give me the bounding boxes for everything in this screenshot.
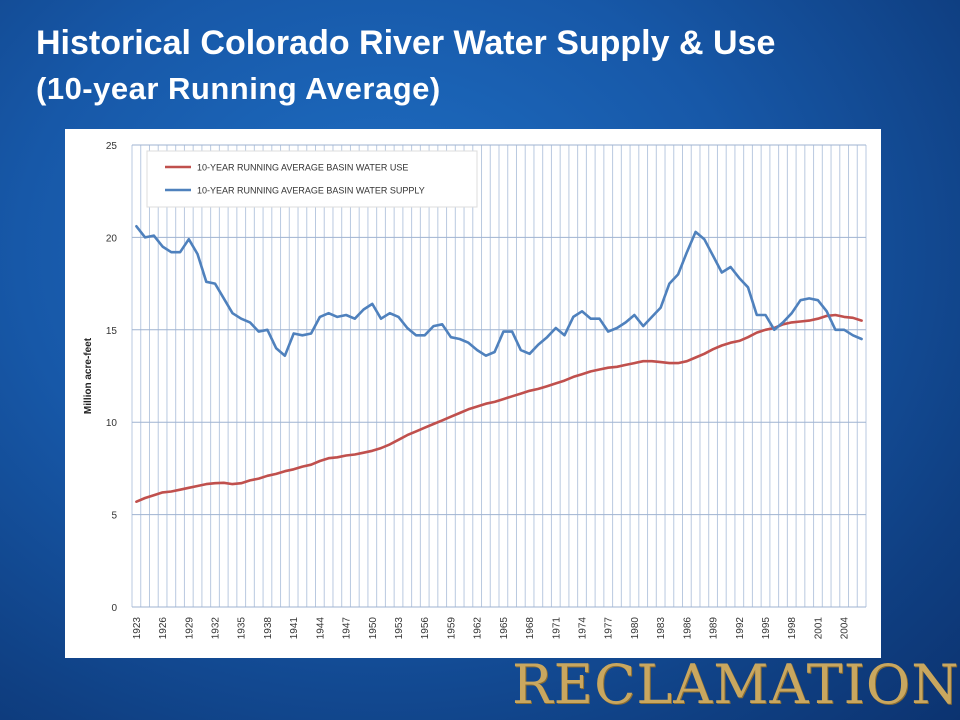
y-tick-label: 15 — [106, 326, 118, 337]
x-tick-labels: 1923 1926 1929 1932 1935 1938 1941 1944 1947 1950… — [132, 617, 851, 640]
x-tick-label: 1989 — [709, 617, 720, 640]
x-tick-label: 1956 — [420, 617, 431, 640]
x-tick-label: 1959 — [446, 617, 457, 640]
series-lines — [135, 225, 863, 504]
chart-panel: 0 5 10 15 20 25 1923 1926 1929 1932 1935 1938 1941 19… — [65, 129, 881, 658]
x-tick-label: 1935 — [237, 617, 248, 640]
legend-entry: 10-YEAR RUNNING AVERAGE BASIN WATER USE — [197, 163, 408, 173]
y-tick-label: 25 — [106, 141, 118, 152]
x-tick-label: 1980 — [630, 617, 641, 640]
reclamation-logo: RECLAMATION — [512, 653, 960, 716]
slide-title-line1: Historical Colorado River Water Supply &… — [36, 24, 776, 62]
x-tick-label: 1950 — [368, 617, 379, 640]
x-tick-label: 1938 — [263, 617, 274, 640]
x-tick-label: 2001 — [813, 617, 824, 640]
series-line-water-use — [135, 313, 863, 504]
x-tick-label: 1947 — [342, 617, 353, 640]
series-line-water-supply — [135, 225, 863, 357]
y-tick-label: 10 — [106, 418, 118, 429]
x-tick-label: 2004 — [840, 617, 851, 640]
y-tick-label: 0 — [111, 603, 117, 614]
slide-title-line2: (10-year Running Average) — [36, 71, 441, 106]
legend-box — [146, 150, 478, 208]
slide-title: Historical Colorado River Water Supply &… — [36, 20, 936, 112]
grid-lines — [131, 144, 867, 608]
x-tick-label: 1944 — [315, 617, 326, 640]
x-tick-label: 1998 — [787, 617, 798, 640]
legend: 10-YEAR RUNNING AVERAGE BASIN WATER USE 1… — [146, 150, 478, 208]
x-tick-label: 1974 — [578, 617, 589, 640]
y-tick-label: 20 — [106, 233, 118, 244]
legend-entry: 10-YEAR RUNNING AVERAGE BASIN WATER SUPP… — [197, 186, 425, 196]
x-tick-label: 1932 — [211, 617, 222, 640]
x-tick-label: 1995 — [761, 617, 772, 640]
x-tick-label: 1968 — [525, 617, 536, 640]
x-tick-label: 1986 — [682, 617, 693, 640]
x-tick-label: 1941 — [289, 617, 300, 640]
y-axis-label: Million acre-feet — [83, 337, 94, 414]
x-tick-label: 1923 — [132, 617, 143, 640]
x-tick-label: 1983 — [656, 617, 667, 640]
x-tick-label: 1926 — [158, 617, 169, 640]
y-tick-labels: 0 5 10 15 20 25 — [106, 141, 118, 614]
x-tick-label: 1977 — [604, 617, 615, 640]
x-tick-label: 1962 — [473, 617, 484, 640]
x-tick-label: 1971 — [551, 617, 562, 640]
x-tick-label: 1953 — [394, 617, 405, 640]
x-tick-label: 1992 — [735, 617, 746, 640]
y-tick-label: 5 — [111, 511, 117, 522]
x-tick-label: 1929 — [184, 617, 195, 640]
x-tick-label: 1965 — [499, 617, 510, 640]
